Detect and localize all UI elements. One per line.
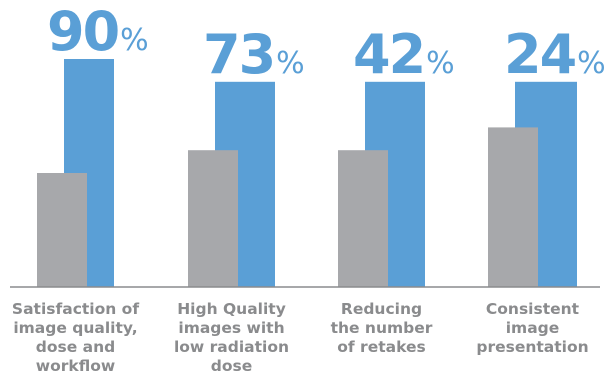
value-label-2: 73% [203, 27, 305, 82]
category-label-3: Reducing the number of retakes [330, 300, 433, 356]
gray-bar-2 [188, 150, 238, 287]
percent-sign: % [276, 45, 305, 81]
gray-bar-3 [338, 150, 388, 287]
value-number: 42 [353, 22, 426, 86]
percent-sign: % [426, 45, 455, 81]
percent-sign: % [577, 45, 605, 81]
percent-sign: % [120, 23, 149, 58]
value-label-3: 42% [353, 27, 455, 82]
gray-bar-1 [37, 173, 87, 287]
gray-bar-4 [488, 127, 538, 288]
value-number: 24 [504, 22, 577, 86]
value-label-1: 90% [47, 5, 149, 59]
category-label-2: High Quality images with low radiation d… [173, 300, 290, 375]
value-number: 90 [47, 0, 120, 63]
value-number: 73 [203, 22, 276, 86]
category-label-1: Satisfaction of image quality, dose and … [11, 300, 140, 375]
value-label-4: 24% [504, 27, 605, 82]
category-label-4: Consistent image presentation [476, 300, 589, 356]
bars-group [37, 59, 577, 288]
